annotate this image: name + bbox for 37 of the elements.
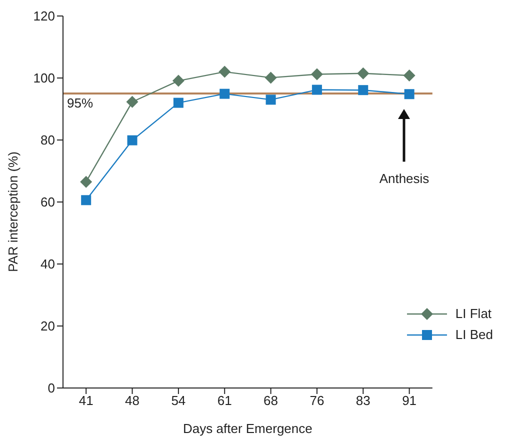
y-tick-label: 120 <box>33 8 55 24</box>
x-tick-label: 68 <box>264 393 278 408</box>
annotation: Anthesis <box>378 171 430 186</box>
x-tick-label: 61 <box>217 393 232 408</box>
x-tick-label: 41 <box>78 393 94 408</box>
ref-line-label: 95% <box>67 96 94 110</box>
point <box>266 94 276 105</box>
point <box>404 89 414 100</box>
point <box>357 67 370 80</box>
x-tick-label: 54 <box>171 393 186 408</box>
point <box>312 84 322 95</box>
point <box>80 176 92 188</box>
y-tick-label: 60 <box>40 194 55 210</box>
y-tick-label: 100 <box>33 70 55 86</box>
x-tick-label: 48 <box>125 393 140 408</box>
point <box>403 70 416 82</box>
y-axis-title: PAR interception (%) <box>6 152 21 272</box>
y-tick-label: 0 <box>48 380 55 396</box>
x-tick-label: 91 <box>402 393 417 408</box>
point <box>218 66 231 78</box>
point <box>310 68 323 80</box>
legend-label: LI Flat <box>455 306 492 321</box>
point <box>127 135 138 146</box>
point <box>264 72 277 84</box>
point <box>172 74 184 87</box>
x-tick-label: 83 <box>356 393 370 408</box>
x-axis-title: Days after Emergence <box>183 421 312 436</box>
point <box>173 98 184 108</box>
legend-label: LI Bed <box>455 327 493 342</box>
x-tick-label: 76 <box>310 393 324 408</box>
point <box>220 88 230 99</box>
y-tick-label: 80 <box>40 132 55 148</box>
point <box>126 96 138 108</box>
point <box>81 195 92 206</box>
y-tick-label: 40 <box>40 256 55 272</box>
y-tick-label: 20 <box>40 318 55 334</box>
point <box>358 85 368 96</box>
